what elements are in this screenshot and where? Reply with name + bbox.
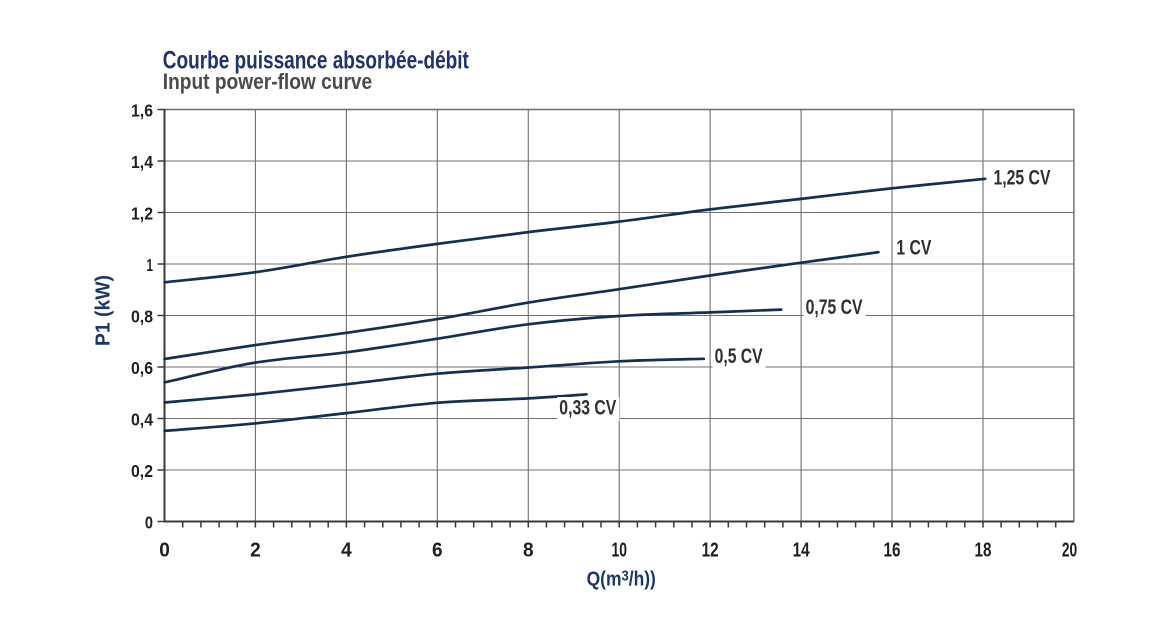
svg-text:14: 14 xyxy=(793,538,810,560)
svg-text:0,8: 0,8 xyxy=(131,307,153,327)
svg-text:0,4: 0,4 xyxy=(131,410,154,430)
svg-text:6: 6 xyxy=(432,539,443,562)
svg-text:0,6: 0,6 xyxy=(131,358,153,378)
svg-text:0,2: 0,2 xyxy=(131,461,153,481)
svg-text:8: 8 xyxy=(523,539,534,562)
svg-text:Courbe puissance absorbée-débi: Courbe puissance absorbée-débit xyxy=(163,46,470,74)
svg-text:12: 12 xyxy=(702,538,719,560)
svg-text:16: 16 xyxy=(884,538,901,560)
svg-text:1,25 CV: 1,25 CV xyxy=(994,165,1051,189)
svg-text:2: 2 xyxy=(250,539,261,562)
svg-text:1,2: 1,2 xyxy=(131,204,153,224)
svg-text:1: 1 xyxy=(146,256,153,276)
svg-text:0,75 CV: 0,75 CV xyxy=(806,295,863,319)
svg-text:0: 0 xyxy=(159,539,170,562)
svg-text:P1 (kW): P1 (kW) xyxy=(92,275,114,346)
svg-text:1 CV: 1 CV xyxy=(896,235,932,259)
svg-text:0,33 CV: 0,33 CV xyxy=(559,395,616,419)
svg-text:Q(m3/h)): Q(m3/h)) xyxy=(587,567,656,590)
svg-text:20: 20 xyxy=(1062,538,1077,561)
svg-text:0,5 CV: 0,5 CV xyxy=(715,344,764,368)
svg-text:4: 4 xyxy=(341,539,352,562)
svg-text:Input power-flow curve: Input power-flow curve xyxy=(163,70,372,95)
svg-text:10: 10 xyxy=(611,538,626,561)
svg-text:18: 18 xyxy=(975,538,992,560)
svg-text:1,6: 1,6 xyxy=(131,101,153,121)
svg-text:1,4: 1,4 xyxy=(131,152,154,172)
svg-text:0: 0 xyxy=(145,513,153,533)
